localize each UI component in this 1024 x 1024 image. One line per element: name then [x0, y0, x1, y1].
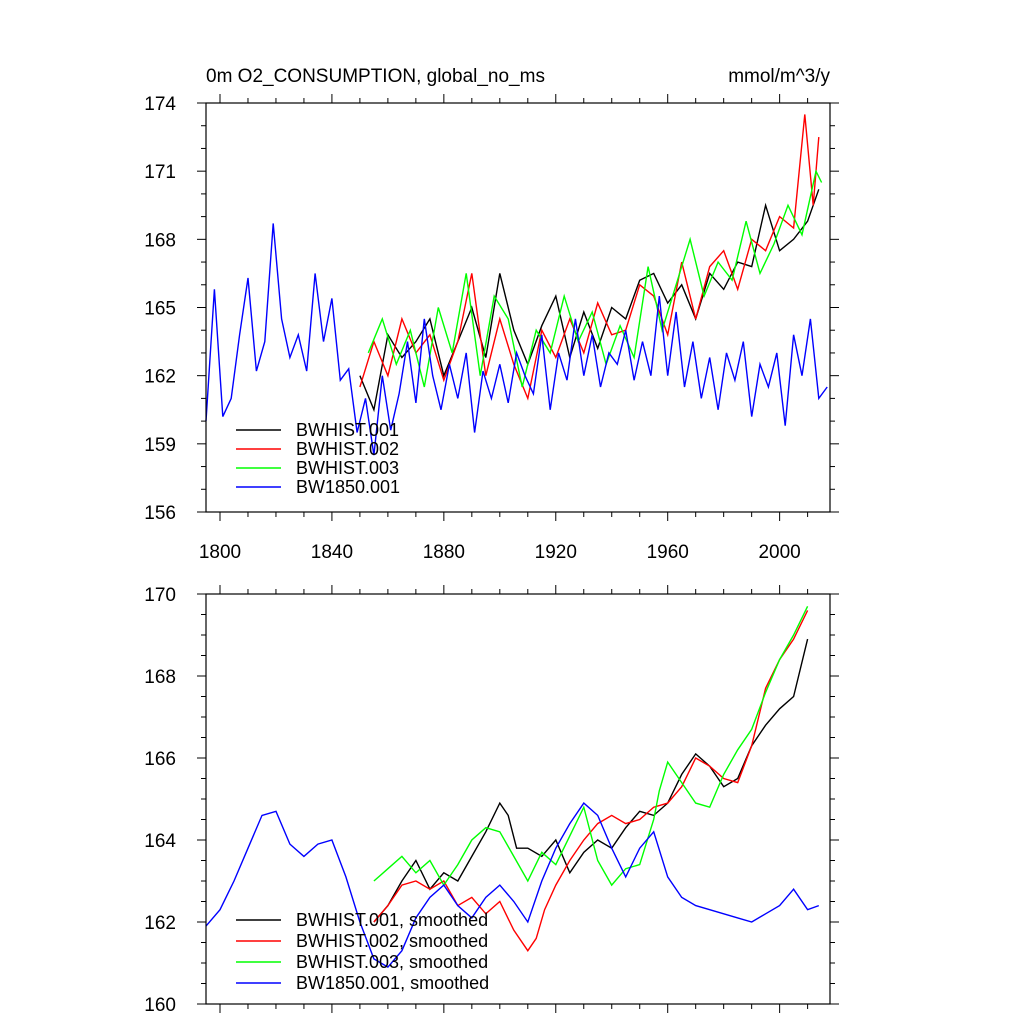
x-tick-label: 1920 [535, 542, 577, 563]
y-tick-label: 165 [144, 299, 176, 320]
y-tick-label: 166 [144, 749, 176, 770]
y-tick-label: 160 [144, 995, 176, 1016]
y-tick-label: 170 [144, 585, 176, 606]
y-tick-label: 168 [144, 667, 176, 688]
series-line-bwhist-002-smoothed [373, 610, 809, 952]
legend-label: BW1850.001, smoothed [296, 973, 489, 993]
x-tick-label: 2000 [758, 542, 800, 563]
series-line-bwhist-003 [367, 169, 823, 388]
legend-label: BWHIST.002 [296, 439, 399, 459]
y-tick-label: 164 [144, 831, 176, 852]
x-tick-label: 1800 [199, 542, 241, 563]
x-tick-label: 1880 [423, 542, 465, 563]
series-line-bwhist-001-smoothed [373, 638, 809, 923]
legend-label: BWHIST.001, smoothed [296, 910, 488, 930]
legend-label: BWHIST.002, smoothed [296, 931, 488, 951]
y-tick-label: 171 [144, 162, 176, 183]
legend-label: BWHIST.003 [296, 458, 399, 478]
chart-title: 0m O2_CONSUMPTION, global_no_ms [206, 66, 545, 87]
x-tick-label: 1840 [311, 542, 353, 563]
y-tick-label: 159 [144, 435, 176, 456]
y-tick-label: 174 [144, 94, 176, 115]
chart-units: mmol/m^3/y [728, 66, 830, 87]
series-line-bw1850-001 [205, 223, 828, 456]
series-line-bwhist-002 [359, 114, 820, 401]
y-tick-label: 162 [144, 913, 176, 934]
series-line-bwhist-003-smoothed [373, 605, 809, 887]
x-tick-label: 1960 [647, 542, 689, 563]
series-line-bwhist-001 [359, 189, 820, 413]
y-tick-label: 162 [144, 367, 176, 388]
series-line-bw1850-001-smoothed [205, 802, 820, 969]
top-panel: 1800 1840 1880 1920 1960 2000 156 159 162 165 168 1… [144, 94, 839, 563]
legend-label: BWHIST.003, smoothed [296, 952, 488, 972]
legend-label: BWHIST.001 [296, 420, 399, 440]
legend-label: BW1850.001 [296, 477, 400, 497]
y-tick-label: 168 [144, 230, 176, 251]
y-tick-label: 156 [144, 503, 176, 524]
